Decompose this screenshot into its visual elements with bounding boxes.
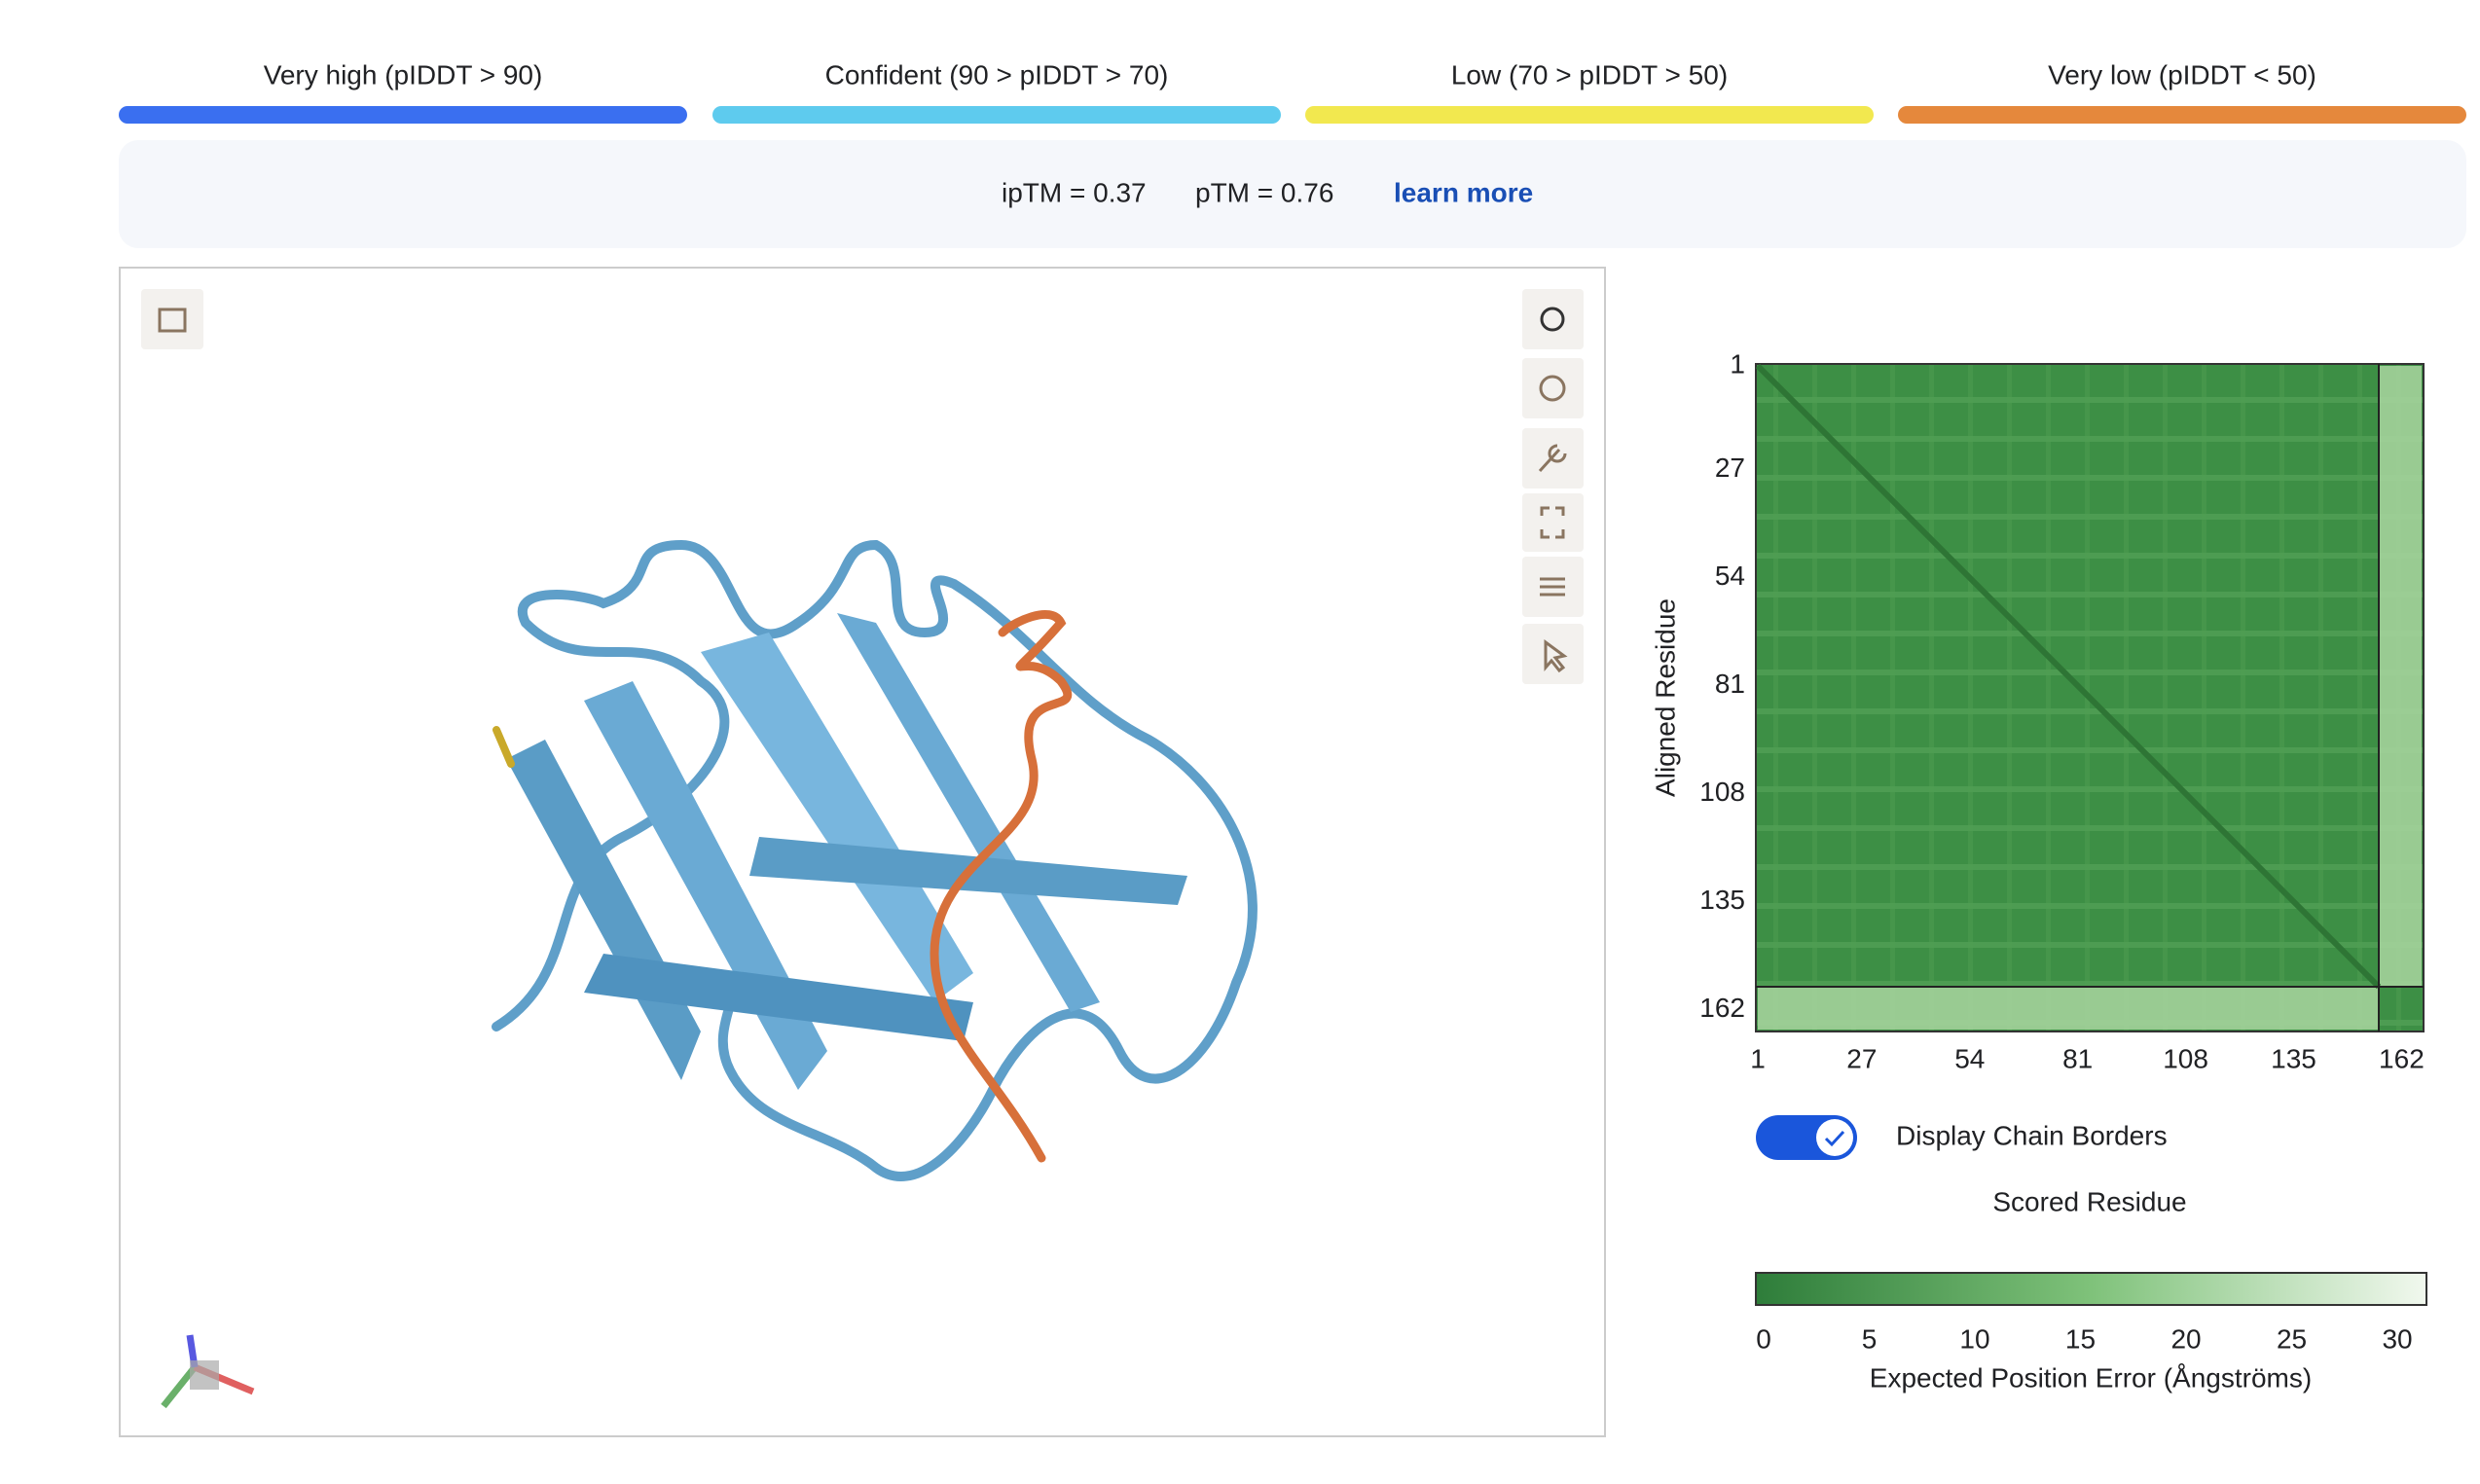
x-axis-label: Scored Residue	[1992, 1186, 2186, 1216]
legend-bar	[712, 106, 1281, 124]
colorbar	[1755, 1272, 2427, 1306]
metrics-panel	[119, 140, 2466, 248]
icon	[1824, 1130, 1845, 1147]
colorbar-tick-label: 20	[2170, 1323, 2201, 1354]
icon	[158, 308, 187, 333]
icon	[1540, 307, 1565, 332]
sequence-button[interactable]	[141, 289, 203, 349]
legend-bar	[119, 106, 687, 124]
y-axis-label: Aligned Residue	[1650, 598, 1680, 797]
x-tick-label: 81	[2062, 1043, 2093, 1073]
icon	[1538, 444, 1567, 473]
x-tick-label: 27	[1846, 1043, 1877, 1073]
heatmap-band	[1758, 987, 2379, 1030]
heatmap-band	[2380, 366, 2422, 987]
x-tick-label: 108	[2163, 1043, 2208, 1073]
protein-structure	[492, 539, 1258, 1181]
icon	[1544, 639, 1568, 673]
viewer-toolbar	[1522, 289, 1584, 684]
learn-more-link[interactable]: learn more	[1394, 177, 1533, 207]
colorbar-tick-label: 15	[2065, 1323, 2096, 1354]
y-tick-label: 81	[1715, 669, 1745, 699]
x-tick-label: 54	[1954, 1043, 1985, 1073]
ptm: pTM = 0.76	[1195, 177, 1333, 207]
icon	[1539, 375, 1566, 402]
fullscreen-button[interactable]	[1522, 493, 1584, 552]
legend-label: Confident (90 > pIDDT > 70)	[825, 59, 1169, 90]
y-tick-label: 135	[1699, 885, 1745, 915]
legend-bar	[1305, 106, 1874, 124]
x-tick-label: 135	[2271, 1043, 2316, 1073]
snapshot-button[interactable]	[1522, 358, 1584, 418]
legend-label: Very high (pIDDT > 90)	[264, 59, 543, 90]
y-tick-label: 162	[1699, 993, 1745, 1023]
x-tick-label: 162	[2379, 1043, 2425, 1073]
select-button[interactable]	[1522, 624, 1584, 684]
icon	[1540, 577, 1565, 597]
axes-gizmo	[161, 1334, 255, 1409]
legend-label: Low (70 > pIDDT > 50)	[1451, 59, 1728, 90]
spin-button[interactable]	[1522, 289, 1584, 349]
colorbar-tick-label: 5	[1862, 1323, 1878, 1354]
colorbar-tick-label: 30	[2382, 1323, 2412, 1354]
iptm: ipTM = 0.37	[1002, 177, 1147, 207]
y-tick-label: 27	[1715, 452, 1745, 483]
colorbar-tick-label: 25	[2277, 1323, 2307, 1354]
legend-bar	[1898, 106, 2466, 124]
y-tick-label: 108	[1699, 777, 1745, 807]
toggle-knob	[1816, 1119, 1853, 1156]
toggle-label: Display Chain Borders	[1896, 1120, 2168, 1150]
icon	[1540, 506, 1565, 539]
x-tick-label: 1	[1750, 1043, 1766, 1073]
y-tick-label: 1	[1730, 348, 1745, 379]
colorbar-label: Expected Position Error (Ångströms)	[1870, 1362, 2312, 1393]
legend-label: Very low (pIDDT < 50)	[2048, 59, 2316, 90]
heatmap-diagonal	[1755, 363, 2382, 990]
y-tick-label: 54	[1715, 561, 1745, 591]
colorbar-tick-label: 10	[1959, 1323, 1989, 1354]
colorbar-tick-label: 0	[1756, 1323, 1771, 1354]
